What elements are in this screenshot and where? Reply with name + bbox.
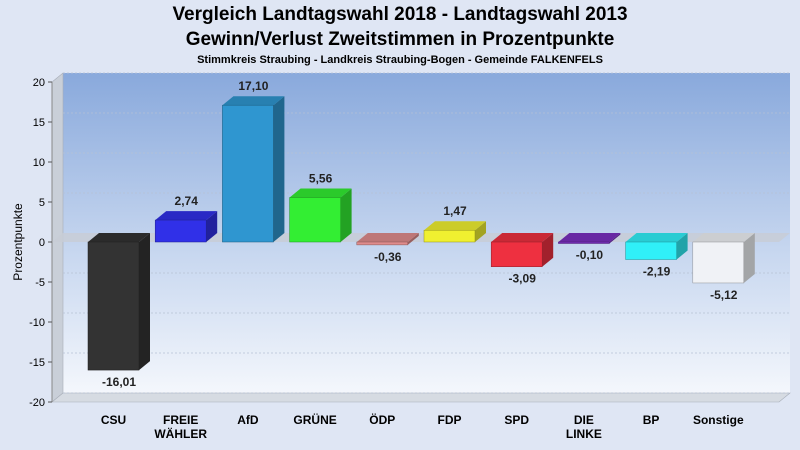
category-label: Sonstige xyxy=(693,413,744,427)
bar-front xyxy=(222,104,274,243)
y-tick-label: -15 xyxy=(29,357,45,369)
bar-top xyxy=(155,211,218,221)
bar xyxy=(356,233,419,246)
y-axis-label: Prozentpunkte xyxy=(11,203,25,281)
y-tick-label: -10 xyxy=(29,317,45,329)
data-label: -0,36 xyxy=(374,250,402,264)
bar xyxy=(154,211,218,243)
bar-side xyxy=(743,233,755,283)
data-label: -5,12 xyxy=(710,288,738,302)
chart-subtitle: Gewinn/Verlust Zweitstimmen in Prozentpu… xyxy=(185,29,615,50)
bar-side xyxy=(206,211,218,242)
category-label: SPD xyxy=(504,413,529,427)
chart-title: Vergleich Landtagswahl 2018 - Landtagswa… xyxy=(172,4,628,25)
category-label: FDP xyxy=(438,413,462,427)
bar-top xyxy=(88,233,150,242)
bar-top xyxy=(356,233,419,242)
data-label: -16,01 xyxy=(102,375,136,389)
bar-side xyxy=(609,233,621,244)
chart-location-subtitle: Stimmkreis Straubing - Landkreis Straubi… xyxy=(197,54,603,66)
data-label: -2,19 xyxy=(643,265,671,279)
y-tick-label: -20 xyxy=(29,397,45,409)
bar-front xyxy=(490,241,543,267)
bar-top xyxy=(289,188,352,198)
y-tick-label: 20 xyxy=(33,77,45,89)
bar xyxy=(289,188,352,243)
bar-front xyxy=(154,219,207,243)
data-label: 2,74 xyxy=(175,194,199,208)
y-tick-label: 10 xyxy=(33,157,45,169)
bar-top xyxy=(491,233,554,242)
category-label: CSU xyxy=(101,413,126,427)
bar-top xyxy=(625,233,688,242)
bar xyxy=(490,233,554,267)
bar-front xyxy=(558,241,610,244)
data-label: 17,10 xyxy=(238,79,268,93)
bar-side xyxy=(139,233,150,371)
bar-top xyxy=(558,233,621,242)
data-label: 1,47 xyxy=(443,204,467,218)
bar-side xyxy=(676,233,688,260)
bar-front xyxy=(356,241,409,246)
bar-side xyxy=(273,96,285,242)
category-label: BP xyxy=(643,413,660,427)
bar-top xyxy=(692,233,755,242)
category-label: ÖDP xyxy=(369,412,395,427)
bar-front xyxy=(692,241,745,284)
bar-side xyxy=(340,188,352,242)
bar-front xyxy=(625,241,677,260)
y-tick-label: -5 xyxy=(35,277,45,289)
bar-front xyxy=(289,197,341,243)
bar-side xyxy=(475,221,486,242)
data-label: -0,10 xyxy=(576,248,604,262)
y-tick-label: 15 xyxy=(33,117,45,129)
data-label: -3,09 xyxy=(509,272,537,286)
bar xyxy=(558,233,621,244)
category-label: DIE xyxy=(574,413,594,427)
bar-front xyxy=(87,241,140,371)
bar-side xyxy=(407,233,419,245)
bar xyxy=(222,96,285,243)
bar xyxy=(87,233,150,371)
data-label: 5,56 xyxy=(309,172,333,186)
bar xyxy=(423,221,486,243)
plot-floor xyxy=(51,392,791,403)
category-label: WÄHLER xyxy=(154,426,207,441)
y-tick-label: 5 xyxy=(39,197,45,209)
category-label: GRÜNE xyxy=(293,412,336,427)
bar-top xyxy=(222,96,285,106)
category-label: FREIE xyxy=(163,413,198,427)
bar-top xyxy=(424,221,486,231)
bar-front xyxy=(423,229,476,243)
category-label: AfD xyxy=(237,413,259,427)
y-tick-label: 0 xyxy=(39,237,45,249)
category-label: LINKE xyxy=(566,427,602,441)
bar-side xyxy=(542,233,554,267)
bar xyxy=(625,233,688,260)
bar xyxy=(692,233,755,284)
